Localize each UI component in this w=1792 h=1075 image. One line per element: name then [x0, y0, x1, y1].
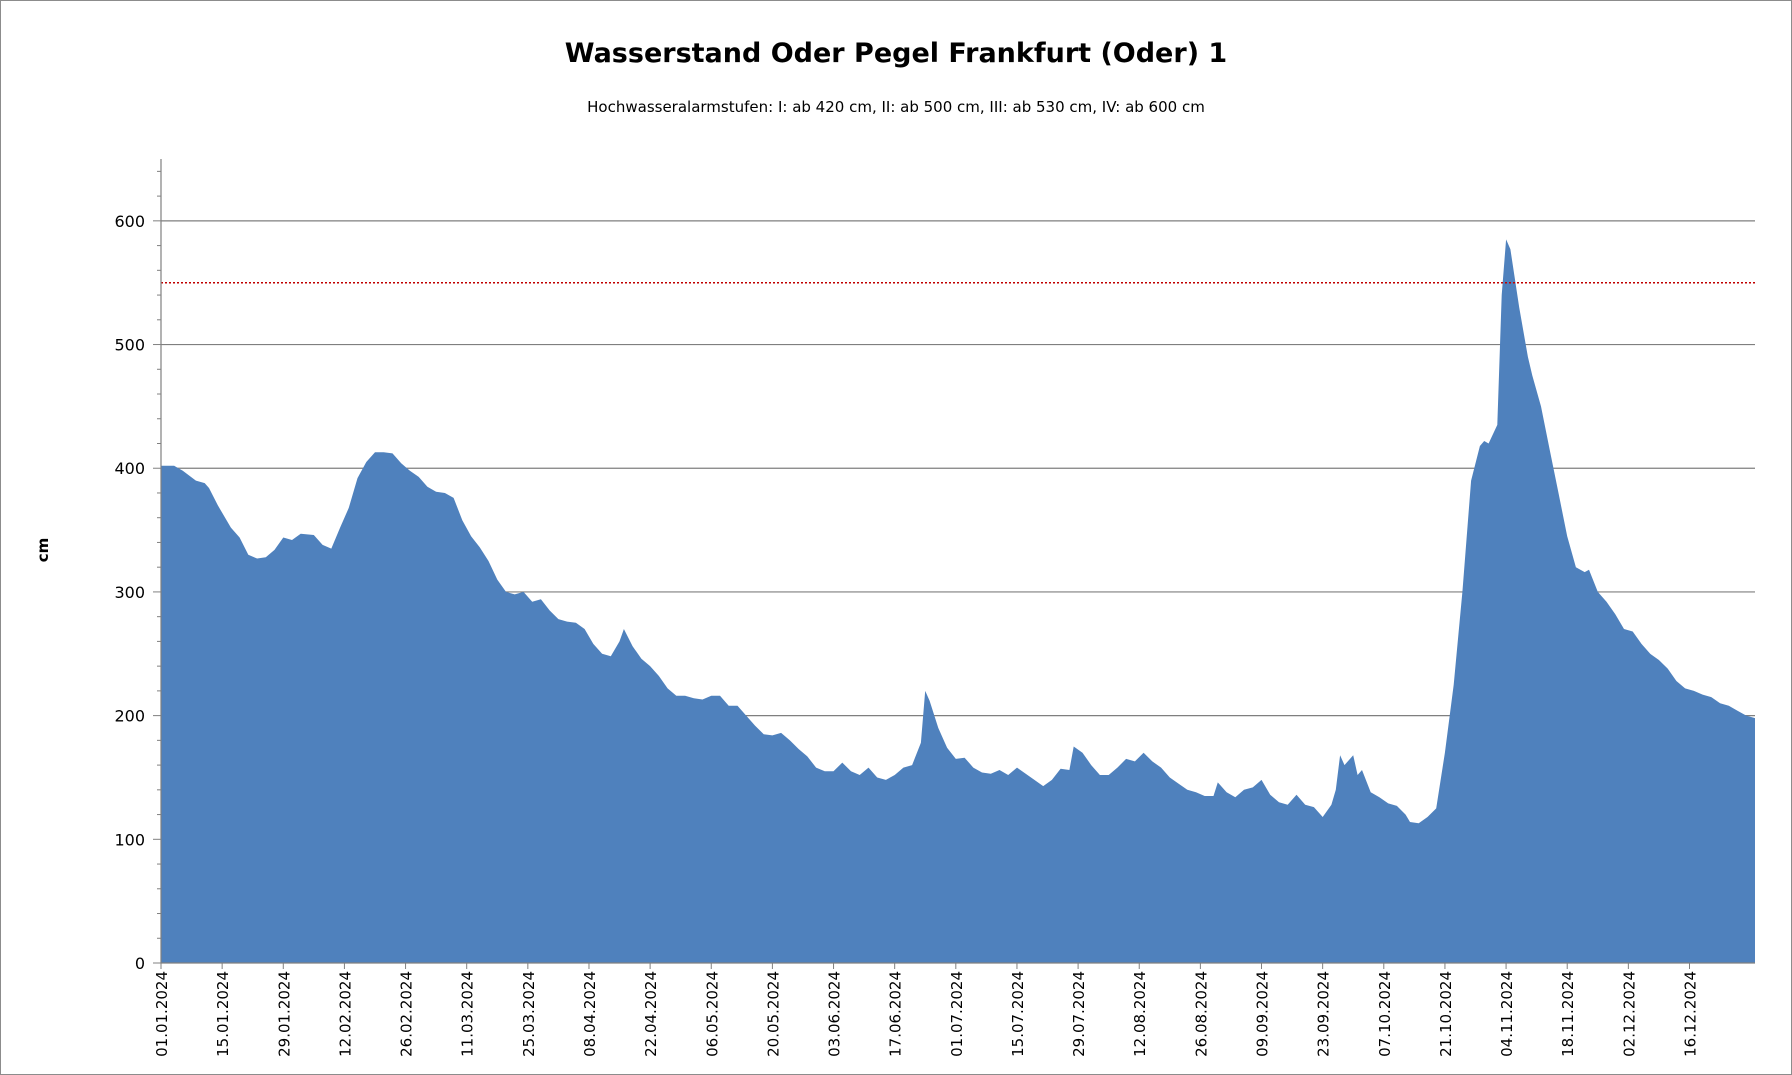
y-tick-label-600: 600 [114, 212, 145, 231]
x-tick-label: 03.06.2024 [826, 971, 844, 1057]
x-tick-label: 17.06.2024 [887, 971, 905, 1057]
x-tick-label: 29.01.2024 [275, 971, 293, 1057]
x-tick-label: 01.01.2024 [153, 971, 171, 1057]
x-tick-label: 06.05.2024 [703, 971, 721, 1057]
x-tick-label: 26.08.2024 [1192, 971, 1210, 1057]
x-tick-label: 08.04.2024 [581, 971, 599, 1057]
axes [153, 159, 1755, 969]
area-series [161, 239, 1755, 963]
x-tick-label: 12.08.2024 [1131, 971, 1149, 1057]
y-tick-label-500: 500 [114, 336, 145, 355]
x-tick-label: 20.05.2024 [764, 971, 782, 1057]
x-tick-label: 11.03.2024 [459, 971, 477, 1057]
y-tick-label-400: 400 [114, 459, 145, 478]
x-tick-label: 22.04.2024 [642, 971, 660, 1057]
x-tick-labels: 01.01.2024 15.01.2024 29.01.2024 12.02.2024… [153, 971, 1699, 1057]
chart-subtitle: Hochwasseralarmstufen: I: ab 420 cm, II:… [587, 98, 1205, 116]
x-tick-label: 23.09.2024 [1315, 971, 1333, 1057]
chart-title: Wasserstand Oder Pegel Frankfurt (Oder) … [564, 38, 1228, 69]
x-tick-label: 25.03.2024 [520, 971, 538, 1057]
x-tick-label: 15.01.2024 [214, 971, 232, 1057]
y-axis-label: cm [34, 538, 52, 563]
y-tick-label-300: 300 [114, 583, 145, 602]
x-tick-label: 16.12.2024 [1681, 971, 1699, 1057]
x-tick-label: 01.07.2024 [948, 971, 966, 1057]
x-tick-label: 26.02.2024 [398, 971, 416, 1057]
x-tick-label: 18.11.2024 [1559, 971, 1577, 1057]
y-tick-labels: 0 100 200 300 400 500 600 [114, 212, 145, 973]
x-tick-label: 15.07.2024 [1009, 971, 1027, 1057]
x-tick-label: 12.02.2024 [336, 971, 354, 1057]
x-tick-label: 21.10.2024 [1437, 971, 1455, 1057]
water-level-area [161, 239, 1755, 963]
x-tick-label: 02.12.2024 [1620, 971, 1638, 1057]
y-tick-label-200: 200 [114, 707, 145, 726]
x-tick-label: 09.09.2024 [1254, 971, 1272, 1057]
x-tick-label: 04.11.2024 [1498, 971, 1516, 1057]
x-tick-label: 07.10.2024 [1376, 971, 1394, 1057]
x-tick-label: 29.07.2024 [1070, 971, 1088, 1057]
y-tick-label-0: 0 [135, 954, 145, 973]
y-tick-label-100: 100 [114, 830, 145, 849]
